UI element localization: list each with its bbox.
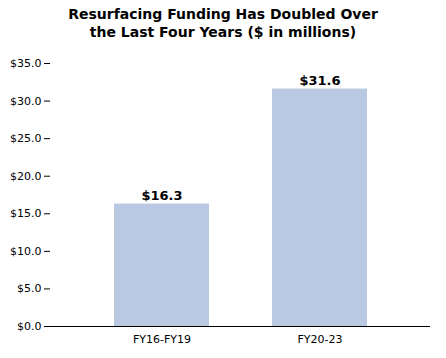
svg-text:$31.6: $31.6 <box>299 73 340 88</box>
svg-text:$20.0: $20.0 <box>10 170 42 183</box>
svg-text:FY20-23: FY20-23 <box>297 333 342 346</box>
svg-text:$25.0: $25.0 <box>10 132 42 145</box>
svg-text:$5.0: $5.0 <box>17 282 42 295</box>
svg-text:$15.0: $15.0 <box>10 207 42 220</box>
svg-text:FY16-FY19: FY16-FY19 <box>133 333 191 346</box>
svg-text:$16.3: $16.3 <box>141 188 182 203</box>
svg-text:$10.0: $10.0 <box>10 245 42 258</box>
svg-text:$0.0: $0.0 <box>17 320 42 333</box>
html-text:Resurfacing Funding Has Double: Resurfacing Funding Has Doubled Over the… <box>68 6 378 40</box>
svg-text:$35.0: $35.0 <box>10 57 42 70</box>
svg-text:$30.0: $30.0 <box>10 95 42 108</box>
